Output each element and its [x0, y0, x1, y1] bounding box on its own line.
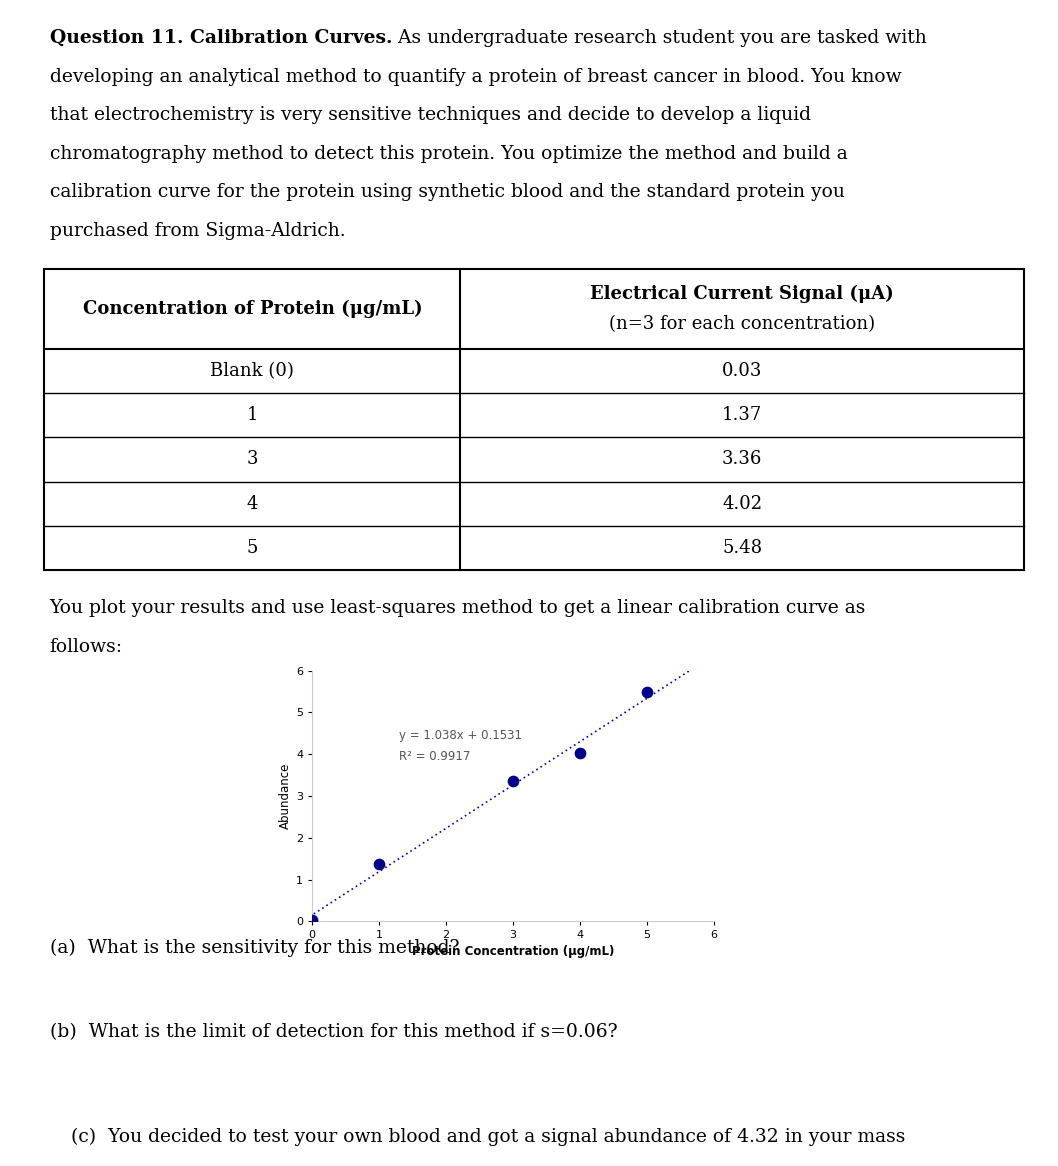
- Text: follows:: follows:: [50, 638, 123, 655]
- Text: purchased from Sigma-Aldrich.: purchased from Sigma-Aldrich.: [50, 222, 345, 239]
- Text: 4.02: 4.02: [723, 494, 762, 513]
- Text: 5: 5: [247, 539, 258, 557]
- Text: Concentration of Protein (μg/mL): Concentration of Protein (μg/mL): [83, 300, 422, 318]
- Point: [505, 772, 522, 791]
- Point: [571, 744, 588, 763]
- Text: Blank (0): Blank (0): [211, 361, 294, 380]
- Text: Question 11. Calibration Curves.: Question 11. Calibration Curves.: [50, 29, 393, 47]
- Point: [304, 911, 321, 929]
- Text: 5.48: 5.48: [723, 539, 762, 557]
- Text: 1.37: 1.37: [722, 406, 763, 424]
- Text: chromatography method to detect this protein. You optimize the method and build : chromatography method to detect this pro…: [50, 145, 847, 162]
- Point: [639, 683, 656, 702]
- Text: 0.03: 0.03: [722, 361, 763, 380]
- Text: R² = 0.9917: R² = 0.9917: [399, 750, 471, 763]
- Text: Electrical Current Signal (μA): Electrical Current Signal (μA): [590, 285, 894, 303]
- Bar: [44, 269, 1024, 570]
- Text: (n=3 for each concentration): (n=3 for each concentration): [609, 315, 875, 333]
- Point: [370, 855, 387, 873]
- Text: (c)  You decided to test your own blood and got a signal abundance of 4.32 in yo: (c) You decided to test your own blood a…: [71, 1128, 906, 1146]
- Text: As undergraduate research student you are tasked with: As undergraduate research student you ar…: [393, 29, 927, 47]
- Text: 4: 4: [247, 494, 258, 513]
- Text: that electrochemistry is very sensitive techniques and decide to develop a liqui: that electrochemistry is very sensitive …: [50, 106, 810, 124]
- Text: 1: 1: [247, 406, 258, 424]
- Text: (a)  What is the sensitivity for this method?: (a) What is the sensitivity for this met…: [50, 939, 459, 957]
- X-axis label: Protein Concentration (μg/mL): Protein Concentration (μg/mL): [412, 944, 615, 957]
- Text: You plot your results and use least-squares method to get a linear calibration c: You plot your results and use least-squa…: [50, 599, 867, 617]
- Text: 3: 3: [247, 450, 258, 469]
- Text: calibration curve for the protein using synthetic blood and the standard protein: calibration curve for the protein using …: [50, 183, 844, 201]
- Text: 3.36: 3.36: [722, 450, 763, 469]
- Text: y = 1.038x + 0.1531: y = 1.038x + 0.1531: [399, 729, 523, 743]
- Y-axis label: Abundance: Abundance: [279, 763, 292, 829]
- Text: developing an analytical method to quantify a protein of breast cancer in blood.: developing an analytical method to quant…: [50, 68, 901, 85]
- Text: (b)  What is the limit of detection for this method if s=0.06?: (b) What is the limit of detection for t…: [50, 1023, 618, 1041]
